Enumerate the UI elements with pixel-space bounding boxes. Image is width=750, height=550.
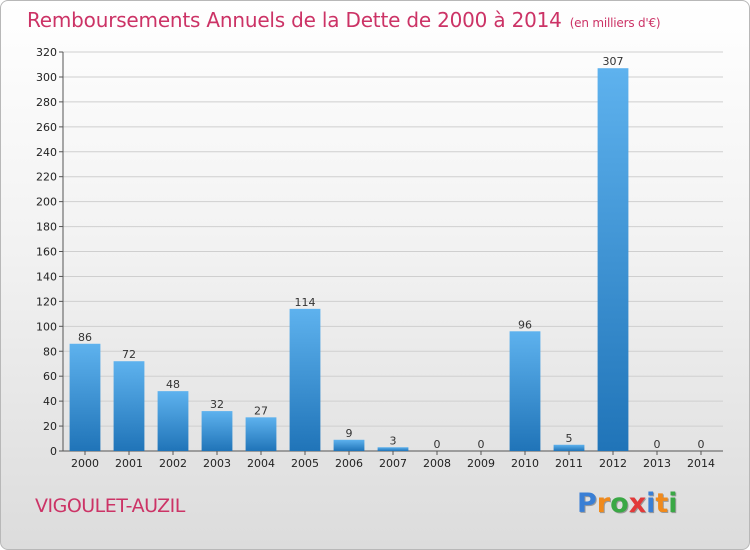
- value-label-2005: 114: [295, 296, 316, 309]
- y-tick-label: 320: [36, 46, 57, 59]
- value-label-2014: 0: [698, 438, 705, 451]
- proxiti-logo: Proxiti: [577, 488, 678, 519]
- y-tick-label: 80: [43, 345, 57, 358]
- y-tick-label: 60: [43, 370, 57, 383]
- value-label-2009: 0: [478, 438, 485, 451]
- value-label-2001: 72: [122, 348, 136, 361]
- value-label-2000: 86: [78, 331, 92, 344]
- x-tick-label-2009: 2009: [467, 457, 495, 470]
- y-tick-label: 220: [36, 171, 57, 184]
- x-tick-label-2000: 2000: [71, 457, 99, 470]
- y-tick-label: 240: [36, 146, 57, 159]
- y-tick-label: 140: [36, 270, 57, 283]
- y-tick-label: 200: [36, 196, 57, 209]
- y-tick-label: 260: [36, 121, 57, 134]
- bar-2007: [377, 447, 409, 451]
- y-tick-label: 120: [36, 295, 57, 308]
- bar-2005: [289, 308, 321, 451]
- value-label-2011: 5: [566, 432, 573, 445]
- axes: 0 20 40 60 80 100 120 140 160 180 200 220 240 260 280 3…: [36, 46, 723, 470]
- bar-2010: [509, 331, 541, 451]
- x-tick-label-2011: 2011: [555, 457, 583, 470]
- x-tick-label-2013: 2013: [643, 457, 671, 470]
- x-tick-label-2012: 2012: [599, 457, 627, 470]
- value-label-2012: 307: [603, 55, 624, 68]
- x-tick-label-2010: 2010: [511, 457, 539, 470]
- logo-letter: i: [646, 488, 656, 519]
- x-tick-label-2002: 2002: [159, 457, 187, 470]
- logo-letter: i: [668, 488, 678, 519]
- y-tick-label: 0: [50, 445, 57, 458]
- x-tick-label-2001: 2001: [115, 457, 143, 470]
- value-label-2006: 9: [346, 427, 353, 440]
- bar-2003: [201, 411, 233, 451]
- bar-2006: [333, 439, 365, 451]
- logo-letter: o: [610, 488, 629, 519]
- city-name: VIGOULET-AUZIL: [35, 495, 185, 517]
- value-label-2007: 3: [390, 434, 397, 447]
- logo-letter: r: [596, 488, 611, 519]
- logo-letter: P: [577, 488, 597, 519]
- value-label-2010: 96: [518, 318, 532, 331]
- bar-2002: [157, 391, 189, 451]
- chart-title-text: Remboursements Annuels de la Dette de 20…: [27, 8, 562, 32]
- x-tick-label-2003: 2003: [203, 457, 231, 470]
- bar-2004: [245, 417, 277, 451]
- chart-subtitle: (en milliers d'€): [569, 16, 661, 30]
- bar-2000: [69, 343, 101, 451]
- value-label-2004: 27: [254, 404, 268, 417]
- y-tick-label: 300: [36, 71, 57, 84]
- chart-title: Remboursements Annuels de la Dette de 20…: [27, 8, 661, 32]
- x-tick-label-2008: 2008: [423, 457, 451, 470]
- value-label-2013: 0: [654, 438, 661, 451]
- value-label-2008: 0: [434, 438, 441, 451]
- x-tick-label-2005: 2005: [291, 457, 319, 470]
- y-tick-label: 280: [36, 96, 57, 109]
- bar-2001: [113, 361, 145, 451]
- x-tick-label-2006: 2006: [335, 457, 363, 470]
- x-tick-label-2014: 2014: [687, 457, 715, 470]
- x-tick-label-2007: 2007: [379, 457, 407, 470]
- value-label-2002: 48: [166, 378, 180, 391]
- value-label-2003: 32: [210, 398, 224, 411]
- x-tick-label-2004: 2004: [247, 457, 275, 470]
- bar-2012: [597, 68, 629, 451]
- bar-2011: [553, 444, 585, 451]
- y-tick-label: 100: [36, 320, 57, 333]
- y-tick-label: 40: [43, 395, 57, 408]
- y-tick-label: 160: [36, 246, 57, 259]
- logo-letter: x: [628, 488, 647, 519]
- logo-letter: t: [655, 488, 669, 519]
- y-tick-label: 20: [43, 420, 57, 433]
- y-tick-label: 180: [36, 221, 57, 234]
- bars: 86 72 48 32 27 114 9 3 0 0 96 5 307 0 0: [69, 55, 705, 451]
